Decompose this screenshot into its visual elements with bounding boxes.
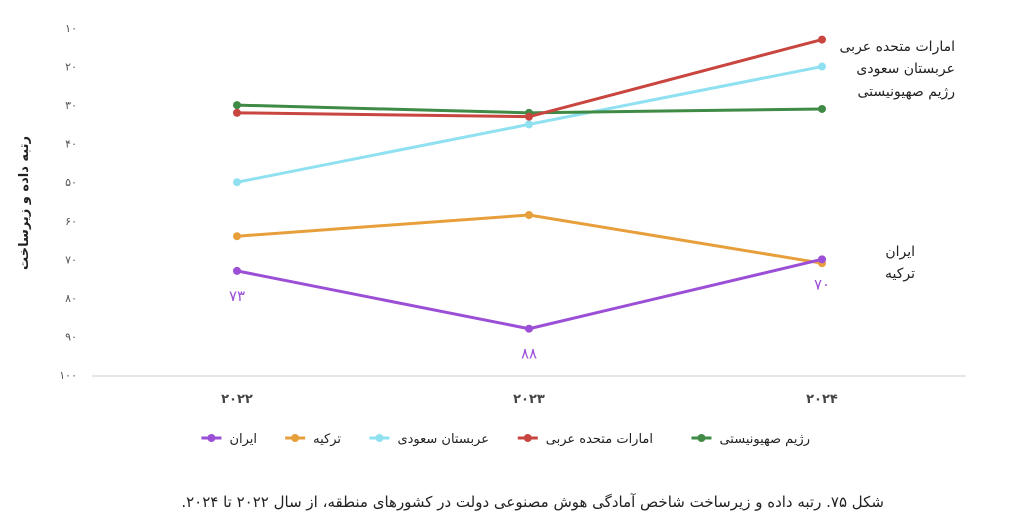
legend-marker-dot	[291, 434, 300, 442]
data-point	[233, 108, 241, 117]
data-point	[233, 178, 241, 187]
data-point	[233, 232, 241, 241]
legend-marker-dot	[523, 434, 532, 442]
legend: ایران ترکیه عربستان سعودی امارات متحده عربی…	[201, 432, 810, 447]
y-tick-label: ۱۰۰	[59, 369, 77, 382]
series-points	[233, 35, 826, 333]
y-tick-label: ۵۰	[65, 176, 77, 189]
y-tick-label: ۱۰	[65, 22, 77, 35]
end-label: عربستان سعودی	[856, 61, 955, 77]
data-point	[233, 266, 241, 275]
legend-marker-dot	[697, 434, 706, 442]
data-point	[233, 101, 241, 110]
legend-marker-dot	[207, 434, 216, 442]
legend-label: امارات متحده عربی	[546, 432, 653, 447]
series-lines	[236, 38, 823, 331]
figure-caption: شکل ۷۵. رتبه داده و زیرساخت شاخص آمادگی …	[181, 493, 884, 511]
end-labels: امارات متحده عربی عربستان سعودی رژیم صهی…	[840, 39, 955, 282]
data-point	[818, 62, 826, 71]
data-point	[525, 112, 533, 121]
data-point	[818, 35, 826, 44]
y-tick-label: ۹۰	[65, 330, 77, 343]
legend-marker-dot	[375, 434, 384, 442]
x-tick-label: ۲۰۲۳	[513, 392, 545, 407]
end-label: ایران	[885, 244, 915, 260]
y-tick-label: ۸۰	[65, 292, 77, 305]
legend-label: ایران	[229, 432, 257, 447]
end-label: امارات متحده عربی	[840, 39, 955, 55]
legend-label: عربستان سعودی	[397, 432, 489, 447]
data-point	[818, 104, 826, 113]
end-label: رژیم صهیونیستی	[858, 84, 956, 100]
y-tick-label: ۴۰	[65, 138, 77, 151]
data-point	[818, 255, 826, 264]
data-point	[525, 324, 533, 333]
y-tick-label: ۲۰	[65, 61, 77, 74]
data-point	[525, 210, 533, 219]
x-tick-label: ۲۰۲۴	[806, 392, 838, 407]
data-label: ۷۰	[814, 275, 830, 293]
y-tick-label: ۳۰	[65, 99, 77, 112]
end-label: ترکیه	[885, 266, 915, 282]
data-label: ۷۳	[229, 287, 245, 305]
data-labels: ۷۳ ۸۸ ۷۰	[229, 275, 830, 362]
y-tick-label: ۷۰	[65, 253, 77, 266]
series-line	[236, 257, 823, 331]
y-tick-label: ۶۰	[65, 215, 77, 228]
y-tick-labels: ۱۰ ۲۰ ۳۰ ۴۰ ۵۰ ۶۰ ۷۰ ۸۰ ۹۰ ۱۰۰	[59, 22, 77, 382]
x-tick-label: ۲۰۲۲	[221, 392, 253, 407]
series-line	[236, 38, 823, 119]
series-line	[236, 213, 823, 265]
legend-label: رژیم صهیونیستی	[719, 432, 810, 447]
y-axis-label: رتبه داده و زیرساخت	[17, 136, 32, 270]
legend-label: ترکیه	[313, 432, 341, 447]
data-label: ۸۸	[521, 345, 537, 363]
x-tick-labels: ۲۰۲۲ ۲۰۲۳ ۲۰۲۴	[221, 392, 838, 407]
data-point	[525, 120, 533, 129]
